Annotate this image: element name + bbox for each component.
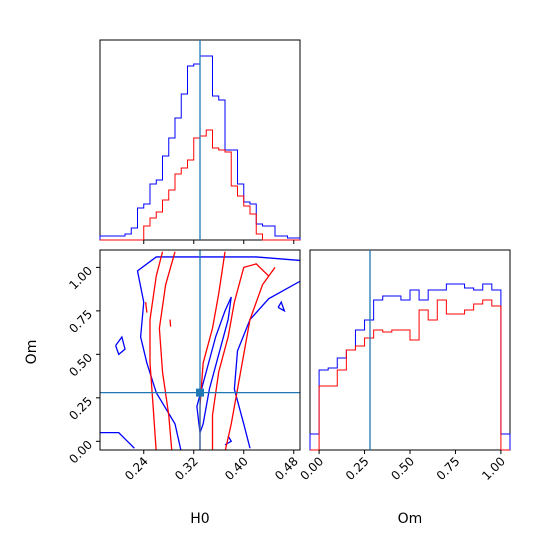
histogram-om-panel: 0.00 0.25 0.50 0.75 1.00 [297, 249, 511, 483]
contour-x-tick-label: 0.32 [172, 454, 201, 483]
contour-h0-om-panel: 0.24 0.32 0.40 0.48 0.00 0.25 0.50 0.75 1.00 [66, 249, 301, 483]
histogram-series-1 [310, 299, 510, 451]
contour-line-series-0 [196, 296, 232, 433]
histogram-om-x-tick-label: 0.25 [343, 454, 372, 483]
contour-y-tick-label: 1.00 [66, 264, 95, 293]
contour-frame [99, 249, 301, 451]
contour-x-tick-label: 0.24 [122, 454, 151, 483]
histogram-om-x-tick-label: 0.75 [434, 454, 463, 483]
contour-line-series-1 [149, 251, 164, 450]
contour-line-series-1 [144, 302, 148, 313]
contour-x-tick-label: 0.40 [222, 454, 251, 483]
contour-y-tick-label: 0.25 [66, 394, 95, 423]
contour-line-series-0 [100, 431, 135, 449]
contour-line-series-0 [233, 280, 300, 449]
contour-line-series-1 [211, 263, 270, 450]
histogram-om-x-tick-label: 1.00 [479, 454, 508, 483]
histogram-h0-panel [99, 39, 301, 244]
histogram-om-x-tick-label: 0.50 [388, 454, 417, 483]
contour-line-series-0 [115, 335, 126, 356]
contour-y-tick-label: 0.50 [66, 351, 95, 380]
x-axis-label-h0: H0 [190, 511, 209, 527]
contour-line-series-0 [277, 300, 286, 313]
contour-x-tick-label: 0.48 [272, 454, 301, 483]
histogram-series-1 [100, 129, 300, 241]
histogram-om-x-tick-label: 0.00 [297, 454, 326, 483]
contour-line-series-1 [158, 251, 176, 450]
truth-marker [196, 388, 204, 397]
contour-line-series-1 [224, 267, 276, 450]
x-axis-label-om: Om [398, 511, 423, 527]
contour-line-series-0 [136, 256, 300, 450]
contour-line-series-1 [169, 319, 172, 327]
histogram-om-frame [309, 249, 511, 451]
y-axis-label-om: Om [24, 340, 40, 365]
contour-y-tick-label: 0.75 [66, 307, 95, 336]
contour-y-tick-label: 0.00 [66, 438, 95, 467]
histogram-series-0 [309, 283, 511, 450]
